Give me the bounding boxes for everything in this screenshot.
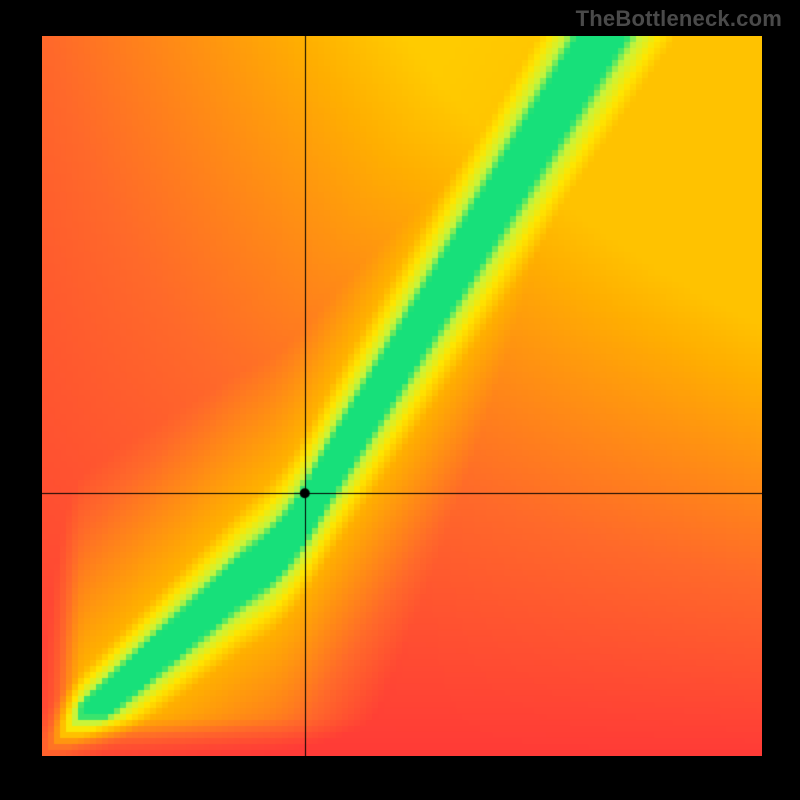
bottleneck-heatmap [42,36,762,756]
watermark-text: TheBottleneck.com [576,6,782,32]
chart-container: TheBottleneck.com [0,0,800,800]
